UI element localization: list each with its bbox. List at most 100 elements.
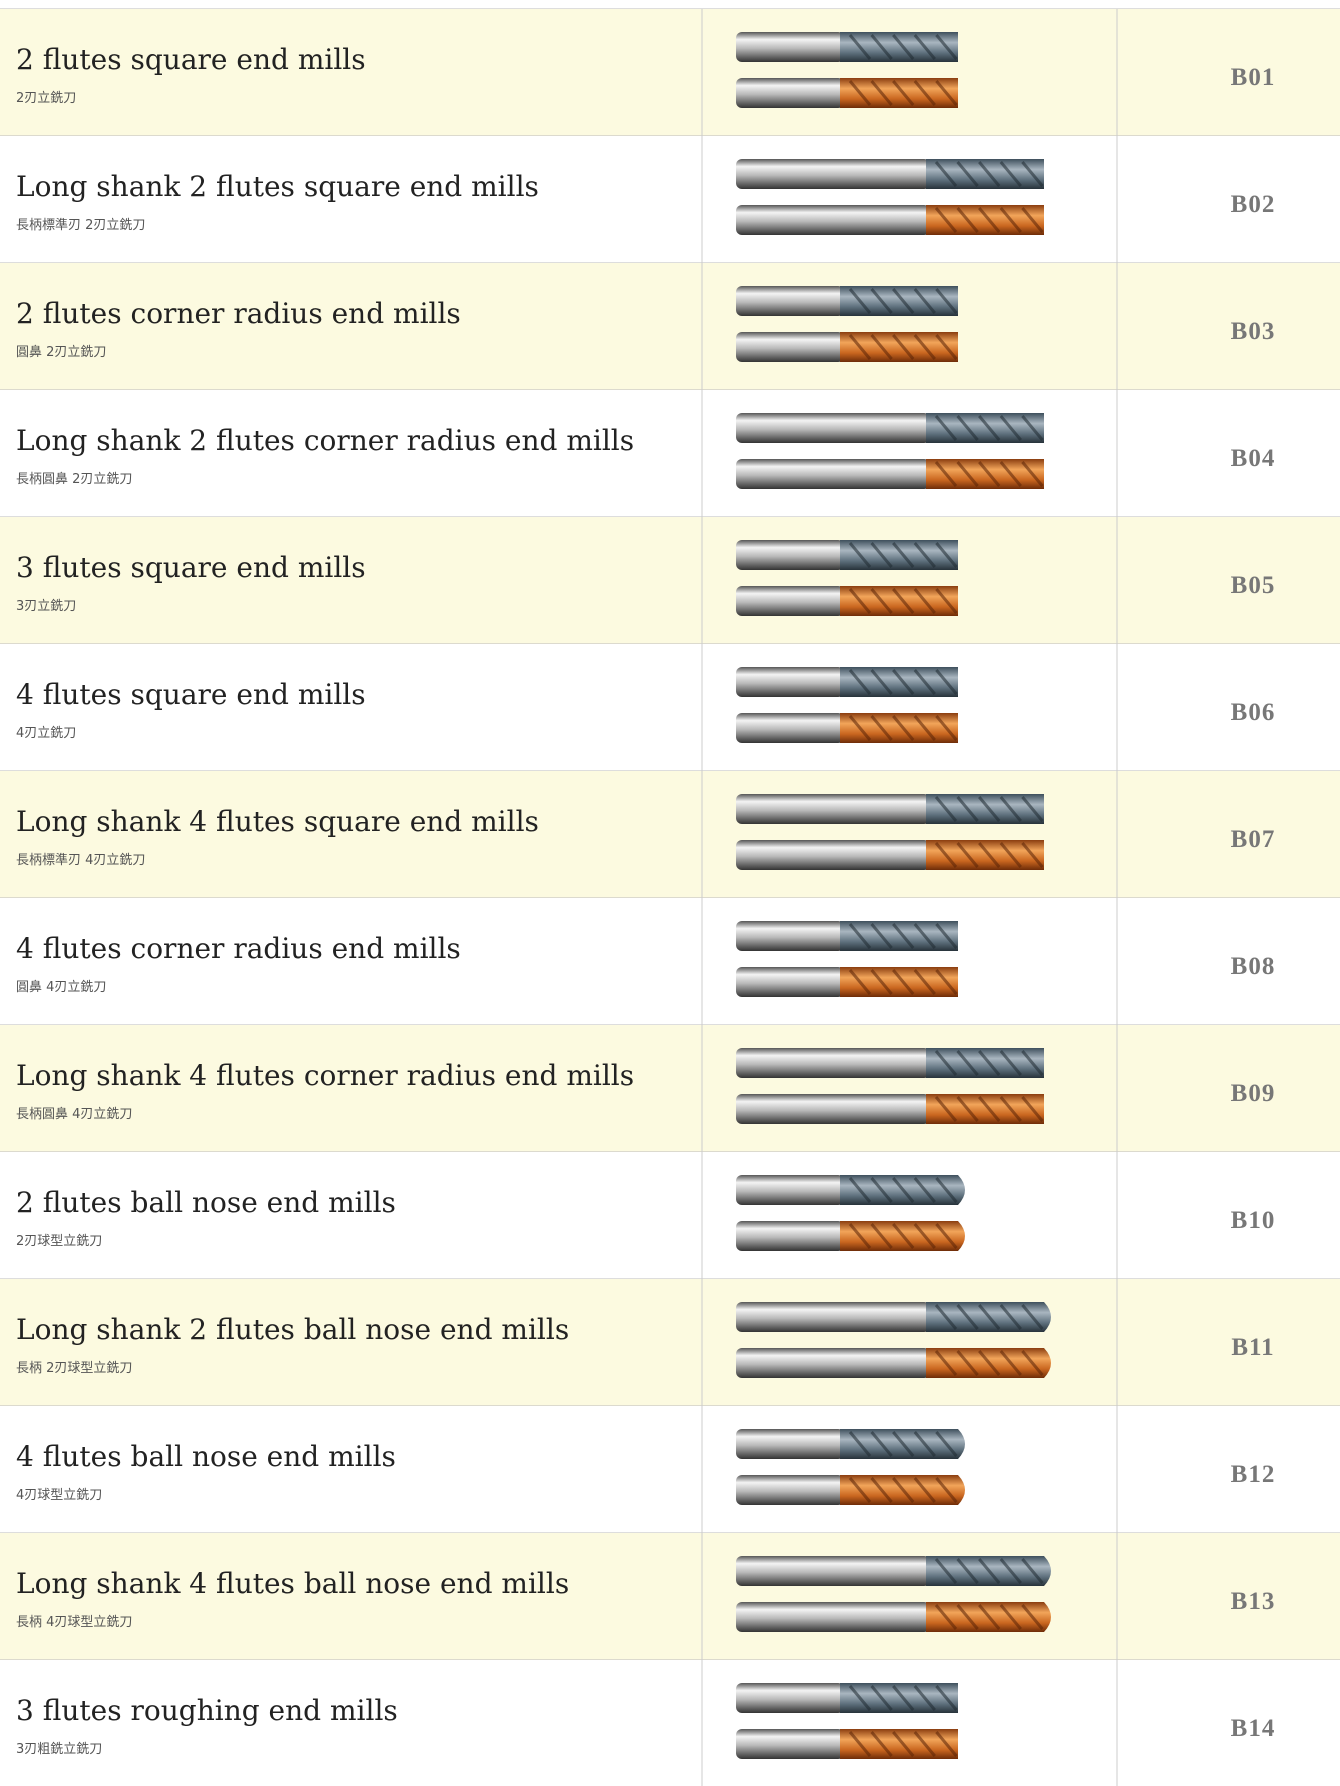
tool-flute: [840, 1683, 958, 1713]
tool-helix: [870, 80, 893, 106]
product-title: Long shank 2 flutes ball nose end mills: [16, 1313, 569, 1346]
product-code: B07: [1231, 826, 1276, 853]
product-subtitle: 長柄圓鼻 4刃立銑刀: [16, 1106, 132, 1122]
product-row: 4 flutes square end mills 4刃立銑刀 B06: [0, 644, 1340, 772]
tool-helix: [934, 161, 958, 187]
tool-helix: [892, 288, 915, 314]
product-row: 2 flutes ball nose end mills 2刃球型立銑刀 B10: [0, 1152, 1340, 1280]
product-code: B05: [1231, 572, 1276, 599]
tool-helix: [892, 1177, 915, 1203]
tool-helix: [848, 542, 872, 568]
tool-helix: [892, 34, 915, 60]
tool-helix: [870, 669, 893, 695]
tool-helix: [870, 715, 893, 741]
tool-helix: [913, 1731, 936, 1757]
tool-shank: [736, 1175, 844, 1205]
product-title: Long shank 4 flutes ball nose end mills: [16, 1567, 569, 1600]
tool-helix: [1021, 461, 1044, 487]
tool-flute: [926, 159, 1044, 189]
tool-shank: [736, 921, 844, 951]
tool-flute: [926, 1094, 1044, 1124]
tool-helix: [1021, 415, 1044, 441]
product-title: 3 flutes square end mills: [16, 551, 366, 584]
product-title: Long shank 4 flutes corner radius end mi…: [16, 1059, 634, 1092]
tool-helix: [892, 969, 915, 995]
tool-helix: [956, 415, 979, 441]
tool-helix: [848, 1685, 872, 1711]
tool-helix: [978, 1096, 1001, 1122]
tool-helix: [870, 1731, 893, 1757]
tool-helix: [892, 923, 915, 949]
tool-helix: [934, 461, 958, 487]
tool-flute: [840, 667, 958, 697]
tool-helix: [1021, 1050, 1044, 1076]
tool-shank: [736, 794, 930, 824]
product-code: B11: [1231, 1334, 1274, 1361]
tool-helix: [956, 796, 979, 822]
product-subtitle: 2刃立銑刀: [16, 90, 76, 106]
tool-helix: [956, 1604, 979, 1630]
tool-helix: [913, 1223, 936, 1249]
tool-helix: [913, 923, 936, 949]
product-title: 2 flutes corner radius end mills: [16, 297, 461, 330]
tool-helix: [935, 288, 958, 314]
tool-flute: [926, 840, 1044, 870]
product-code: B02: [1231, 191, 1276, 218]
tool-helix: [913, 34, 936, 60]
tool-shank: [736, 78, 844, 108]
tool-helix: [978, 415, 1001, 441]
tool-helix: [999, 1096, 1022, 1122]
tool-helix: [913, 1477, 936, 1503]
tool-helix: [956, 1050, 979, 1076]
product-code: B14: [1231, 1715, 1276, 1742]
tool-helix: [913, 542, 936, 568]
tool-helix: [978, 842, 1001, 868]
product-code: B01: [1231, 64, 1276, 91]
tool-helix: [848, 80, 872, 106]
tool-shank: [736, 205, 930, 235]
product-title: Long shank 2 flutes square end mills: [16, 170, 539, 203]
tool-helix: [848, 669, 872, 695]
product-code: B04: [1231, 445, 1276, 472]
tool-helix: [1021, 796, 1044, 822]
tool-helix: [935, 1477, 958, 1503]
product-subtitle: 4刃立銑刀: [16, 725, 76, 741]
product-row: Long shank 2 flutes corner radius end mi…: [0, 390, 1340, 518]
product-title: 3 flutes roughing end mills: [16, 1694, 398, 1727]
tool-helix: [999, 1304, 1022, 1330]
tool-helix: [978, 207, 1001, 233]
tool-helix: [870, 1477, 893, 1503]
tool-helix: [1021, 1096, 1044, 1122]
product-subtitle: 圓鼻 2刃立銑刀: [16, 344, 106, 360]
tool-helix: [935, 542, 958, 568]
tool-flute: [840, 1729, 958, 1759]
tool-helix: [956, 1350, 979, 1376]
tool-helix: [892, 1685, 915, 1711]
tool-helix: [999, 461, 1022, 487]
product-title: Long shank 2 flutes corner radius end mi…: [16, 424, 634, 457]
product-code: B08: [1231, 953, 1276, 980]
tool-helix: [935, 1685, 958, 1711]
product-row: Long shank 2 flutes ball nose end mills 長…: [0, 1279, 1340, 1407]
tool-shank: [736, 967, 844, 997]
tool-helix: [913, 969, 936, 995]
product-title: 4 flutes corner radius end mills: [16, 932, 461, 965]
tool-helix: [956, 207, 979, 233]
tool-helix: [934, 1350, 958, 1376]
tool-helix: [848, 334, 872, 360]
product-code: B12: [1231, 1461, 1276, 1488]
tool-helix: [892, 669, 915, 695]
tool-flute: [840, 713, 958, 743]
tool-helix: [892, 1477, 915, 1503]
tool-helix: [848, 1477, 872, 1503]
product-subtitle: 4刃球型立銑刀: [16, 1487, 102, 1503]
tool-helix: [892, 1223, 915, 1249]
tool-helix: [935, 969, 958, 995]
tool-helix: [848, 969, 872, 995]
tool-helix: [978, 161, 1001, 187]
product-row: Long shank 4 flutes square end mills 長柄標準…: [0, 771, 1340, 899]
tool-shank: [736, 1556, 930, 1586]
product-row: 3 flutes roughing end mills 3刃粗銑立銑刀 B14: [0, 1660, 1340, 1786]
